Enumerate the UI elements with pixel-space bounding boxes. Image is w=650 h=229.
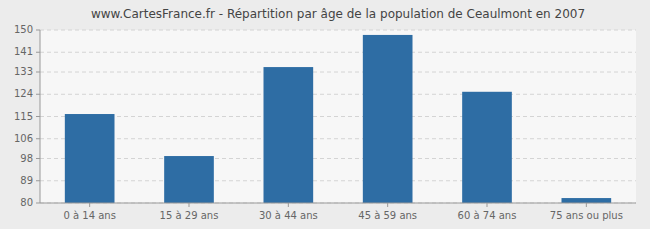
x-tick	[189, 203, 190, 207]
x-tick	[387, 203, 388, 207]
y-tick	[36, 94, 40, 95]
y-tick	[36, 52, 40, 53]
bars	[65, 35, 611, 203]
y-tick-label: 150	[14, 24, 33, 35]
y-tick-label: 115	[14, 111, 33, 122]
bar	[462, 92, 512, 203]
bar	[264, 67, 314, 203]
y-tick-label: 98	[20, 153, 33, 164]
bar	[363, 35, 413, 203]
y-tick	[36, 72, 40, 73]
grid-line	[40, 158, 636, 159]
x-tick-label: 0 à 14 ans	[63, 210, 115, 221]
x-tick	[487, 203, 488, 207]
x-tick-label: 15 à 29 ans	[160, 210, 219, 221]
grid-line	[40, 72, 636, 73]
grid-line	[40, 52, 636, 53]
y-tick	[36, 158, 40, 159]
chart-container: 80 89 98 106 115 124 133 141 150 0 à 14 ans 15 à 2…	[0, 0, 650, 229]
y-tick-label: 133	[14, 66, 33, 77]
y-tick-label: 106	[14, 133, 33, 144]
grid-line	[40, 116, 636, 117]
x-tick-label: 45 à 59 ans	[358, 210, 417, 221]
grid-line	[40, 203, 636, 204]
title: www.CartesFrance.fr - Répartition par âg…	[91, 7, 585, 21]
x-axis: 0 à 14 ans 15 à 29 ans 30 à 44 ans 45 à 59 …	[63, 203, 622, 221]
y-tick	[36, 203, 40, 204]
y-tick	[36, 138, 40, 139]
x-tick	[288, 203, 289, 207]
y-tick	[36, 116, 40, 117]
x-tick-label: 30 à 44 ans	[259, 210, 318, 221]
bar	[164, 156, 214, 203]
grid-line	[40, 94, 636, 95]
y-axis-line	[40, 30, 41, 203]
y-axis: 80 89 98 106 115 124 133 141 150	[14, 24, 40, 208]
y-tick-label: 124	[14, 88, 33, 99]
y-tick-label: 80	[20, 197, 33, 208]
grid-line	[40, 180, 636, 181]
y-tick-label: 141	[14, 46, 33, 57]
y-tick	[36, 30, 40, 31]
chart-svg: 80 89 98 106 115 124 133 141 150 0 à 14 ans 15 à 2…	[0, 0, 650, 229]
x-tick-label: 60 à 74 ans	[458, 210, 517, 221]
x-tick-label: 75 ans ou plus	[550, 210, 623, 221]
x-tick	[586, 203, 587, 207]
grid-line	[40, 138, 636, 139]
y-tick	[36, 180, 40, 181]
bar	[65, 114, 115, 203]
plot-background	[40, 30, 636, 203]
bar	[562, 198, 612, 203]
x-tick	[89, 203, 90, 207]
grid-line	[40, 30, 636, 31]
grid	[40, 30, 636, 203]
y-tick-label: 89	[20, 175, 33, 186]
x-axis-line	[40, 203, 636, 204]
